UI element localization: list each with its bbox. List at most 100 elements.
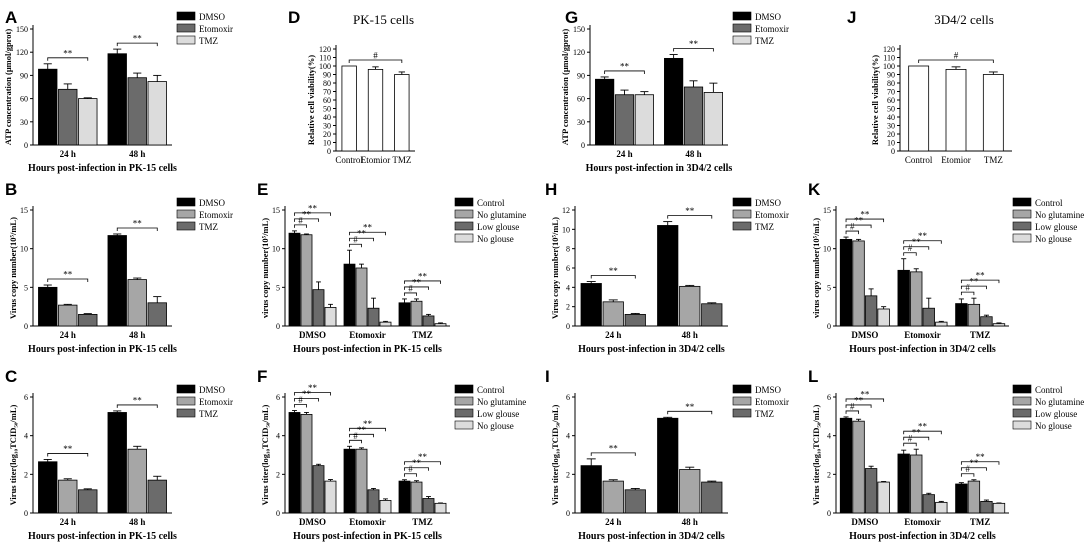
- significance-label: **: [854, 395, 864, 405]
- legend-label: Control: [477, 385, 505, 395]
- panel-letter: I: [545, 367, 550, 386]
- bar: [78, 98, 98, 146]
- legend-label: Control: [1035, 385, 1063, 395]
- y-tick-label: 6: [24, 393, 28, 402]
- bar: [58, 304, 78, 327]
- y-axis-label: Virus copy number(10⁵/mL): [8, 217, 18, 319]
- significance-label: #: [850, 222, 855, 232]
- bar: [679, 469, 701, 514]
- significance-bracket: [47, 453, 89, 457]
- bar: [910, 454, 923, 514]
- x-axis-label: Hours post-infection in 3D4/2 cells: [849, 531, 996, 542]
- bar: [624, 313, 646, 327]
- bar: [379, 321, 392, 327]
- y-axis-label: Virus titer(log₁₀TCID₅₀/mL): [811, 404, 821, 505]
- y-tick-label: 5: [827, 283, 831, 292]
- bar: [38, 461, 58, 514]
- bar: [78, 489, 98, 514]
- x-tick-label: TMZ: [392, 155, 411, 165]
- y-tick-label: 0: [24, 509, 28, 518]
- bar: [602, 480, 624, 514]
- significance-bracket: [960, 285, 987, 290]
- significance-bracket: [903, 442, 917, 447]
- bar: [324, 480, 337, 514]
- legend-swatch: [1012, 221, 1032, 231]
- significance-bracket: [960, 473, 975, 477]
- significance-bracket: [960, 291, 975, 296]
- significance-bracket: [349, 237, 374, 242]
- legend-label: Etomoxir: [199, 210, 233, 220]
- significance-label: **: [133, 395, 143, 405]
- x-tick-label: 48 h: [129, 149, 145, 159]
- significance-label: #: [373, 51, 378, 61]
- significance-label: **: [357, 425, 367, 435]
- legend-swatch: [732, 396, 752, 406]
- legend-swatch: [176, 408, 196, 418]
- significance-bracket: [349, 231, 386, 236]
- bar: [367, 489, 380, 514]
- significance-label: **: [689, 39, 699, 49]
- y-tick-label: 80: [887, 79, 895, 88]
- legend-swatch: [732, 197, 752, 207]
- significance-bracket: [47, 57, 89, 61]
- y-tick-label: 2: [566, 303, 570, 312]
- bar: [945, 69, 967, 152]
- significance-label: **: [685, 402, 695, 412]
- significance-label: **: [302, 389, 312, 399]
- significance-bracket: [845, 224, 872, 229]
- bar: [980, 500, 993, 514]
- bar: [127, 77, 147, 146]
- significance-bracket: [348, 59, 403, 63]
- bar: [107, 53, 127, 146]
- y-tick-label: 0: [327, 147, 331, 156]
- x-tick-label: 24 h: [616, 149, 632, 159]
- significance-bracket: [294, 398, 319, 402]
- y-tick-label: 4: [566, 432, 570, 441]
- significance-label: #: [353, 235, 358, 245]
- y-tick-label: 10: [323, 139, 331, 148]
- y-tick-label: 6: [566, 264, 570, 273]
- panel-letter: F: [257, 367, 267, 386]
- y-tick-label: 0: [24, 322, 28, 331]
- x-axis-label: Hours post-infection in PK-15 cells: [28, 163, 177, 174]
- significance-bracket: [294, 218, 319, 222]
- y-tick-label: 0: [827, 509, 831, 518]
- y-tick-label: 70: [887, 88, 895, 97]
- y-tick-label: 110: [319, 54, 331, 63]
- x-axis-label: Hours post-infection in PK-15 cells: [293, 344, 442, 355]
- bar: [147, 302, 167, 327]
- legend-label: No glutamine: [477, 210, 526, 220]
- legend-swatch: [454, 408, 474, 418]
- bar: [992, 502, 1006, 514]
- bar: [324, 307, 337, 327]
- significance-label: #: [908, 434, 913, 444]
- y-tick-label: 100: [883, 62, 895, 71]
- x-tick-label: Etomior: [941, 155, 971, 165]
- bar: [955, 483, 968, 514]
- legend-swatch: [454, 209, 474, 219]
- significance-label: **: [854, 216, 864, 226]
- legend-label: Etomoxir: [755, 210, 789, 220]
- x-tick-label: Control: [335, 155, 363, 165]
- bar: [839, 417, 853, 514]
- legend-label: Etomoxir: [199, 24, 233, 34]
- legend-swatch: [176, 35, 196, 45]
- x-tick-label: 24 h: [60, 149, 76, 159]
- bar: [434, 502, 447, 514]
- legend-label: No glouse: [1035, 234, 1072, 244]
- y-tick-label: 30: [323, 122, 331, 131]
- y-tick-label: 0: [891, 147, 895, 156]
- y-tick-label: 15: [272, 206, 280, 215]
- y-tick-label: 15: [20, 206, 28, 215]
- x-axis-label: Hours post-infection in PK-15 cells: [28, 344, 177, 355]
- x-tick-label: 24 h: [60, 517, 76, 527]
- y-tick-label: 50: [887, 105, 895, 114]
- legend-swatch: [1012, 233, 1032, 243]
- x-axis-label: Hours post-infection in 3D4/2 cells: [849, 344, 996, 355]
- y-tick-label: 10: [272, 245, 280, 254]
- y-tick-label: 12: [562, 206, 570, 215]
- significance-label: **: [363, 419, 373, 429]
- legend-swatch: [454, 233, 474, 243]
- significance-bracket: [349, 243, 362, 248]
- bar: [410, 481, 423, 514]
